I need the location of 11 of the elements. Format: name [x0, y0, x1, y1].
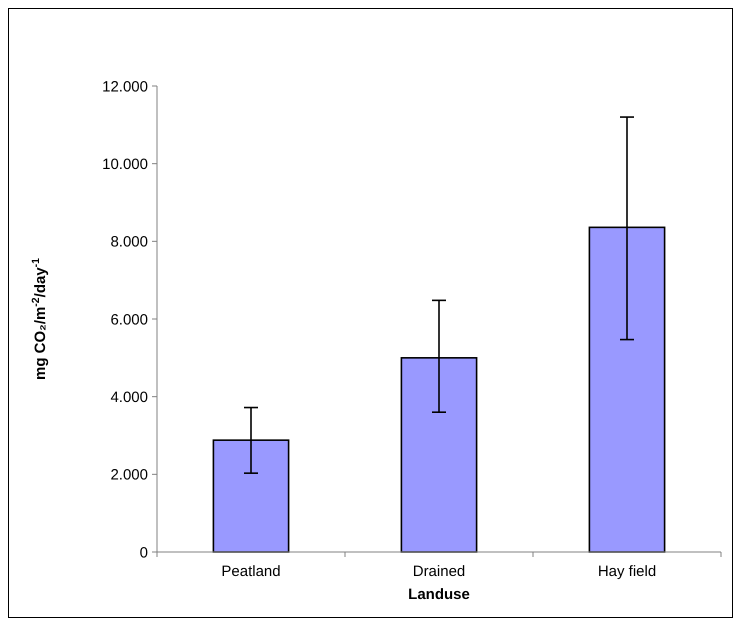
- x-tick-label: Drained: [412, 563, 466, 580]
- y-tick-label: 12.000: [102, 78, 148, 96]
- y-tick-label: 6.000: [110, 311, 148, 328]
- x-tick-label: Peatland: [221, 563, 281, 580]
- x-axis-title: Landuse: [408, 586, 470, 603]
- y-tick-label: 10.000: [102, 156, 148, 173]
- x-tick-label: Hay field: [598, 563, 656, 580]
- y-tick-label: 4.000: [110, 388, 148, 406]
- y-tick-label: 8.000: [110, 234, 148, 251]
- y-tick-label: 0: [140, 544, 148, 562]
- y-tick-label: 2.000: [110, 466, 148, 484]
